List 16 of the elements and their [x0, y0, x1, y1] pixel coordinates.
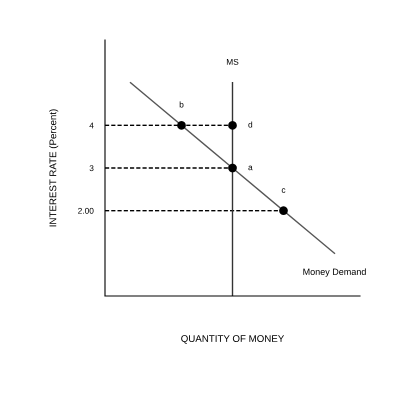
- point: [177, 120, 186, 130]
- x-axis-title: QUANTITY OF MONEY: [181, 335, 284, 344]
- y-axis-title: INTEREST RATE (Percent): [49, 109, 58, 226]
- y-tick-label: 4: [89, 122, 94, 128]
- y-tick-label: 3: [90, 165, 94, 172]
- point: [279, 206, 288, 216]
- point: [228, 164, 237, 172]
- text: Money Demand: [303, 268, 366, 277]
- data-label: c: [282, 188, 286, 193]
- point: [228, 120, 237, 130]
- data-label: b: [180, 101, 184, 108]
- data-label: d: [248, 121, 252, 128]
- line-series: [130, 82, 336, 254]
- data-label: a: [248, 166, 253, 170]
- annotation: MS: [226, 58, 238, 65]
- y-tick-label: 2.00: [78, 208, 94, 214]
